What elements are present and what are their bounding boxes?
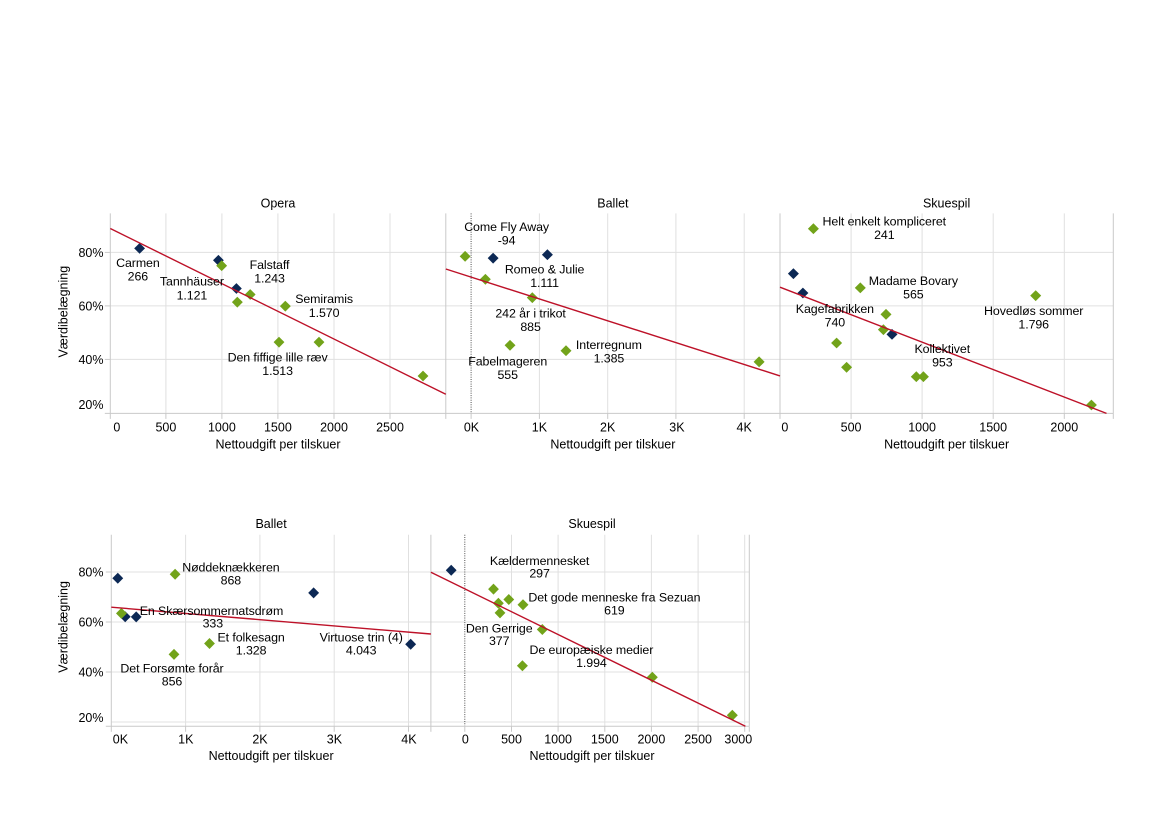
svg-text:1000: 1000 [544,732,572,746]
svg-text:333: 333 [203,617,224,631]
svg-text:1000: 1000 [908,420,936,434]
svg-text:20%: 20% [78,711,103,725]
svg-text:0: 0 [113,420,120,434]
svg-text:80%: 80% [78,565,103,579]
svg-text:1.121: 1.121 [177,288,208,302]
svg-text:4.043: 4.043 [346,644,377,658]
svg-text:2500: 2500 [376,420,404,434]
svg-text:En Skærsommernatsdrøm: En Skærsommernatsdrøm [140,604,284,618]
svg-text:Virtuose trin (4): Virtuose trin (4) [320,631,403,645]
svg-text:1500: 1500 [979,420,1007,434]
svg-text:856: 856 [162,674,183,688]
svg-text:1.243: 1.243 [254,272,285,286]
svg-text:1500: 1500 [591,732,619,746]
svg-text:Tannhäuser: Tannhäuser [160,275,224,289]
svg-text:1.513: 1.513 [262,364,293,378]
svg-text:2000: 2000 [637,732,665,746]
svg-text:565: 565 [903,288,924,302]
svg-text:0: 0 [781,420,788,434]
svg-text:-94: -94 [498,234,516,248]
svg-text:Hovedløs sommer: Hovedløs sommer [984,304,1083,318]
svg-text:953: 953 [932,355,953,369]
svg-text:Romeo & Julie: Romeo & Julie [505,263,585,277]
svg-text:Kældermennesket: Kældermennesket [490,554,590,568]
svg-text:Nettoudgift per tilskuer: Nettoudgift per tilskuer [884,437,1009,451]
svg-text:Nettoudgift per tilskuer: Nettoudgift per tilskuer [209,749,334,763]
svg-text:0K: 0K [464,420,480,434]
svg-text:Værdibelægning: Værdibelægning [57,581,71,673]
svg-text:1K: 1K [178,732,194,746]
svg-text:60%: 60% [78,299,103,313]
svg-text:619: 619 [604,603,625,617]
svg-text:Ballet: Ballet [255,517,287,531]
svg-text:Kagefabrikken: Kagefabrikken [796,302,874,316]
svg-text:2K: 2K [252,732,268,746]
svg-text:4K: 4K [737,420,753,434]
svg-text:Et folkesagn: Et folkesagn [217,631,284,645]
svg-text:2K: 2K [600,420,616,434]
svg-text:242 år i trikot: 242 år i trikot [495,307,566,321]
svg-text:868: 868 [221,573,242,587]
svg-text:40%: 40% [78,353,103,367]
svg-text:500: 500 [501,732,522,746]
svg-text:500: 500 [155,420,176,434]
svg-text:Nøddeknækkeren: Nøddeknækkeren [182,561,280,575]
svg-text:Ballet: Ballet [597,196,629,210]
svg-text:740: 740 [825,315,846,329]
svg-text:3000: 3000 [724,732,752,746]
svg-text:1.796: 1.796 [1018,317,1049,331]
svg-text:3K: 3K [669,420,685,434]
svg-text:500: 500 [841,420,862,434]
svg-text:1500: 1500 [264,420,292,434]
svg-text:Opera: Opera [261,196,296,210]
svg-text:Den Gerrige: Den Gerrige [466,621,533,635]
svg-text:Interregnum: Interregnum [576,338,642,352]
svg-text:1.328: 1.328 [236,644,267,658]
svg-text:Det Forsømte forår: Det Forsømte forår [120,662,223,676]
svg-text:241: 241 [874,228,895,242]
svg-text:0: 0 [462,732,469,746]
svg-text:2500: 2500 [684,732,712,746]
svg-text:80%: 80% [78,246,103,260]
svg-text:1.385: 1.385 [594,351,625,365]
svg-text:Værdibelægning: Værdibelægning [57,266,71,358]
svg-text:Skuespil: Skuespil [568,517,615,531]
svg-text:Det gode menneske fra Sezuan: Det gode menneske fra Sezuan [528,590,700,604]
svg-text:Den fiffige lille ræv: Den fiffige lille ræv [228,351,329,365]
svg-text:20%: 20% [78,398,103,412]
svg-text:2000: 2000 [1050,420,1078,434]
svg-text:1.111: 1.111 [530,276,559,290]
svg-text:1.570: 1.570 [309,306,340,320]
svg-text:Falstaff: Falstaff [250,258,290,272]
svg-text:4K: 4K [401,732,417,746]
svg-text:885: 885 [520,320,541,334]
svg-text:1K: 1K [532,420,548,434]
svg-text:40%: 40% [78,665,103,679]
svg-text:1.994: 1.994 [576,656,607,670]
svg-text:Nettoudgift per tilskuer: Nettoudgift per tilskuer [529,749,654,763]
svg-text:2000: 2000 [320,420,348,434]
svg-text:Madame Bovary: Madame Bovary [869,274,959,288]
svg-text:Nettoudgift per tilskuer: Nettoudgift per tilskuer [215,437,340,451]
svg-text:Helt enkelt kompliceret: Helt enkelt kompliceret [823,215,947,229]
svg-text:Skuespil: Skuespil [923,196,970,210]
svg-text:1000: 1000 [208,420,236,434]
svg-text:Carmen: Carmen [116,256,160,270]
svg-text:Semiramis: Semiramis [295,292,353,306]
svg-text:Nettoudgift per tilskuer: Nettoudgift per tilskuer [550,437,675,451]
svg-text:266: 266 [128,269,149,283]
svg-text:297: 297 [529,567,550,581]
svg-text:Come Fly Away: Come Fly Away [464,220,550,234]
svg-text:60%: 60% [78,615,103,629]
svg-text:Kollektivet: Kollektivet [915,342,971,356]
svg-text:Fabelmageren: Fabelmageren [468,354,547,368]
svg-text:555: 555 [497,368,518,382]
svg-text:377: 377 [489,634,510,648]
svg-text:0K: 0K [113,732,129,746]
svg-text:De europæiske medier: De europæiske medier [530,643,654,657]
svg-text:3K: 3K [327,732,343,746]
